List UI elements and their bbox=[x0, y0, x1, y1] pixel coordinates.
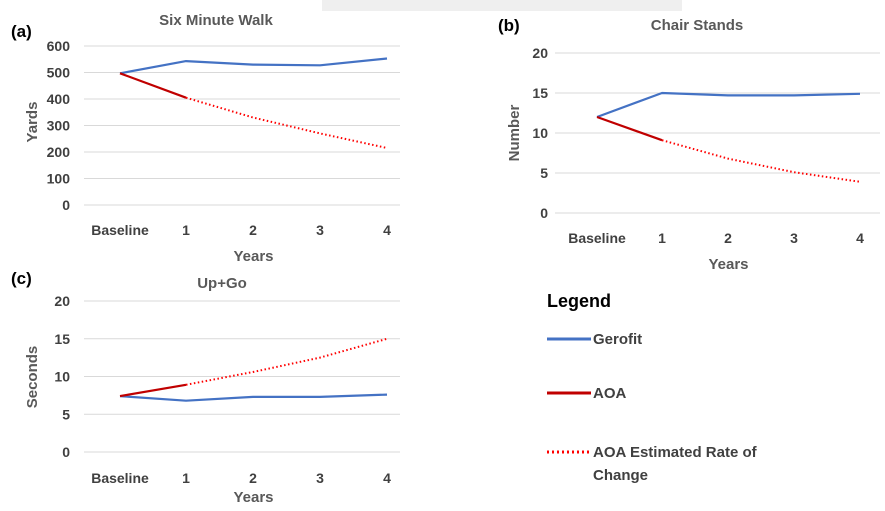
x-tick-label: 1 bbox=[182, 470, 190, 486]
x-tick-label: 2 bbox=[724, 230, 732, 246]
x-tick-label: 3 bbox=[790, 230, 798, 246]
y-axis-label: Seconds bbox=[24, 346, 41, 409]
x-tick-label: 2 bbox=[249, 222, 257, 238]
series-line-gerofit bbox=[596, 91, 861, 119]
series-line-aoa bbox=[119, 72, 187, 99]
legend-label-gerofit: Gerofit bbox=[593, 331, 642, 348]
y-tick-label: 100 bbox=[47, 171, 71, 187]
y-tick-label: 0 bbox=[62, 197, 70, 213]
series-line-aoa bbox=[119, 383, 187, 398]
panel-letter: (c) bbox=[11, 269, 32, 288]
series-line-aoa-estimated bbox=[661, 139, 861, 183]
x-tick-label: 3 bbox=[316, 222, 324, 238]
y-tick-label: 5 bbox=[540, 165, 548, 181]
x-tick-label: Baseline bbox=[91, 222, 149, 238]
y-tick-label: 20 bbox=[532, 45, 548, 61]
x-tick-label: 1 bbox=[658, 230, 666, 246]
y-axis-label: Number bbox=[506, 105, 523, 162]
chart-panel-1: (a) Six Minute Walk 0 100 200 300 400 500 600 Bas… bbox=[11, 12, 400, 265]
y-tick-label: 10 bbox=[532, 125, 548, 141]
series-line-gerofit bbox=[119, 57, 388, 75]
x-tick-label: 4 bbox=[383, 222, 391, 238]
x-axis-label: Years bbox=[233, 248, 273, 265]
y-tick-label: 5 bbox=[62, 406, 70, 422]
x-axis-label: Years bbox=[233, 489, 273, 506]
legend-item-aoa-estimated: AOA Estimated Rate of Change bbox=[547, 444, 758, 484]
charts-group: (a)Six Minute Walk0100200300400500600Bas… bbox=[11, 12, 880, 506]
top-banner-fragment bbox=[322, 0, 682, 11]
y-tick-label: 0 bbox=[62, 444, 70, 460]
y-tick-label: 600 bbox=[47, 38, 71, 54]
legend-label-line: Change bbox=[593, 467, 648, 484]
chart-title: Six Minute Walk bbox=[159, 12, 273, 29]
legend: Legend Gerofit AOA AOA Estimated Rate of… bbox=[547, 291, 758, 484]
y-tick-label: 200 bbox=[47, 144, 71, 160]
x-tick-label: 1 bbox=[182, 222, 190, 238]
legend-item-aoa: AOA bbox=[547, 385, 627, 402]
legend-title: Legend bbox=[547, 291, 611, 311]
legend-label-aoa-estimated: AOA Estimated Rate of Change bbox=[593, 444, 758, 484]
y-tick-label: 15 bbox=[532, 85, 548, 101]
series-line-gerofit bbox=[119, 393, 388, 402]
panel-letter: (a) bbox=[11, 22, 32, 41]
x-tick-label: Baseline bbox=[568, 230, 626, 246]
series-line-aoa-estimated bbox=[185, 337, 388, 386]
chart-panel-2: (b) Chair Stands 0 5 10 15 20 Baseline 1 2 3 4 Years… bbox=[498, 16, 880, 273]
chart-title: Chair Stands bbox=[651, 17, 744, 34]
y-tick-label: 10 bbox=[54, 369, 70, 385]
y-axis-label: Yards bbox=[24, 102, 41, 143]
y-tick-label: 400 bbox=[47, 91, 71, 107]
x-tick-label: Baseline bbox=[91, 470, 149, 486]
legend-label-aoa: AOA bbox=[593, 385, 627, 402]
chart-panel-3: (c) Up+Go 0 5 10 15 20 Baseline 1 2 3 4 Years Seconds bbox=[11, 269, 400, 506]
x-axis-label: Years bbox=[708, 256, 748, 273]
chart-title: Up+Go bbox=[197, 275, 247, 292]
series-line-aoa bbox=[596, 115, 663, 142]
x-tick-label: 3 bbox=[316, 470, 324, 486]
y-tick-label: 300 bbox=[47, 118, 71, 134]
panel-letter: (b) bbox=[498, 16, 520, 35]
x-tick-label: 4 bbox=[383, 470, 391, 486]
y-tick-label: 20 bbox=[54, 293, 70, 309]
legend-item-gerofit: Gerofit bbox=[547, 331, 642, 348]
y-tick-label: 0 bbox=[540, 205, 548, 221]
y-tick-label: 15 bbox=[54, 331, 70, 347]
legend-label-line: AOA Estimated Rate of bbox=[593, 444, 758, 461]
x-tick-label: 2 bbox=[249, 470, 257, 486]
y-tick-label: 500 bbox=[47, 65, 71, 81]
x-tick-label: 4 bbox=[856, 230, 864, 246]
series-line-aoa-estimated bbox=[185, 96, 388, 149]
